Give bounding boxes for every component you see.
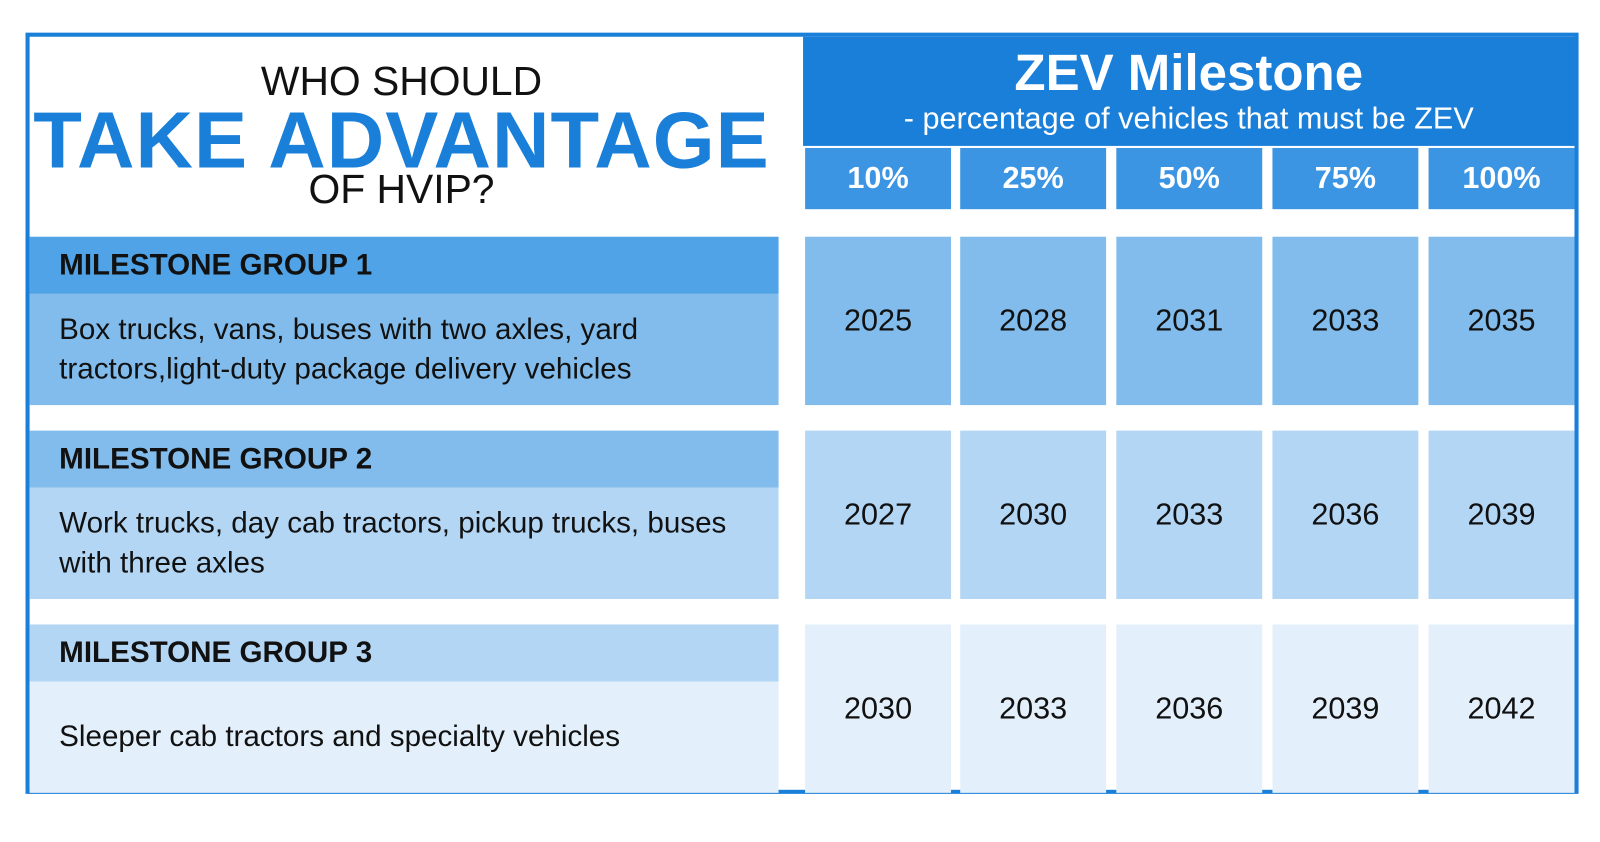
group-description-cell [29, 681, 779, 793]
group-description-cell [29, 293, 779, 406]
year: 2033 [1311, 304, 1380, 338]
year-cell [1428, 624, 1575, 793]
group-description: Work trucks, day cab tractors, pickup tr… [59, 506, 727, 580]
year: 2027 [843, 497, 913, 532]
year-cell [805, 236, 952, 406]
year: 2025 [843, 304, 913, 338]
year: 2031 [1155, 304, 1224, 338]
year: 2033 [999, 691, 1068, 726]
year-cell [1272, 236, 1419, 406]
column-header-cell [1116, 147, 1263, 210]
year: 2030 [843, 691, 913, 726]
group-title-cell [29, 430, 779, 488]
column-header: 75% [1314, 161, 1377, 195]
group-description: Sleeper cab tractors and specialty vehic… [59, 720, 621, 754]
group-title-cell [29, 236, 779, 294]
group-description-cell [29, 487, 779, 599]
header-line-1: WHO SHOULD [260, 59, 543, 105]
year-cell [1428, 236, 1575, 406]
milestone-header [803, 36, 1575, 146]
year: 2042 [1467, 691, 1536, 726]
year-cell [1116, 430, 1263, 599]
year: 2039 [1311, 691, 1380, 726]
year-cell [805, 624, 952, 793]
milestone-title: ZEV Milestone [1014, 43, 1364, 102]
year: 2039 [1467, 497, 1536, 532]
header-line-2: TAKE ADVANTAGE [33, 94, 770, 185]
year-cell [1272, 624, 1419, 793]
header-line-3: OF HVIP? [308, 167, 495, 213]
column-header-cell [960, 147, 1107, 210]
group-title: MILESTONE GROUP 1 [59, 248, 373, 282]
year-cell [805, 430, 952, 599]
year-cell [960, 624, 1107, 793]
year-cell [1428, 430, 1575, 599]
year: 2033 [1155, 497, 1224, 532]
year: 2036 [1311, 497, 1380, 532]
frame [25, 32, 1579, 794]
year-cell [960, 236, 1107, 406]
group-title: MILESTONE GROUP 2 [59, 442, 373, 476]
column-header: 25% [1002, 161, 1064, 195]
column-header: 10% [847, 161, 909, 195]
year-cell [1116, 236, 1263, 406]
column-header-cell [1272, 147, 1419, 210]
year-cell [960, 430, 1107, 599]
year: 2028 [999, 304, 1068, 338]
column-header: 100% [1462, 161, 1541, 195]
column-header-cell [805, 147, 952, 210]
column-header: 50% [1158, 161, 1220, 195]
milestone-subtitle: - percentage of vehicles that must be ZE… [903, 102, 1474, 136]
group-description: Box trucks, vans, buses with two axles, … [59, 312, 639, 386]
year: 2036 [1155, 691, 1224, 726]
year: 2030 [999, 497, 1068, 532]
year-cell [1116, 624, 1263, 793]
year-cell [1272, 430, 1419, 599]
group-title: MILESTONE GROUP 3 [59, 636, 373, 670]
year: 2035 [1467, 304, 1536, 338]
column-header-cell [1428, 147, 1575, 210]
group-title-cell [29, 624, 779, 682]
